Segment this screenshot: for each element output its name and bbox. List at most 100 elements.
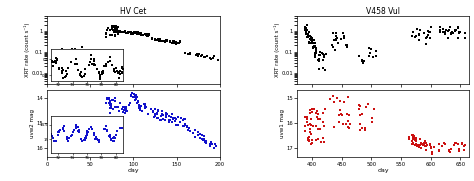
- Point: [415, 145, 423, 148]
- Point: [329, 94, 337, 97]
- Point: [336, 99, 344, 102]
- Point: [176, 121, 183, 124]
- Point: [129, 32, 137, 35]
- Point: [306, 111, 314, 114]
- Point: [306, 123, 314, 126]
- Point: [460, 145, 468, 148]
- Point: [135, 104, 143, 107]
- Point: [107, 104, 114, 107]
- Point: [160, 39, 167, 42]
- Point: [323, 53, 330, 56]
- Point: [362, 105, 369, 108]
- Point: [355, 55, 363, 58]
- Point: [114, 32, 121, 35]
- Point: [366, 52, 374, 54]
- Point: [342, 123, 350, 125]
- Point: [314, 113, 321, 116]
- Point: [356, 103, 363, 106]
- Point: [124, 32, 132, 35]
- Point: [207, 144, 214, 147]
- Point: [333, 96, 340, 99]
- Point: [316, 128, 323, 131]
- Point: [358, 126, 366, 129]
- Point: [179, 119, 187, 122]
- Point: [199, 53, 206, 56]
- Point: [142, 32, 150, 35]
- Point: [358, 60, 366, 63]
- Point: [156, 118, 164, 121]
- Point: [330, 101, 338, 104]
- Point: [420, 141, 428, 144]
- Point: [186, 126, 193, 129]
- Point: [311, 55, 319, 58]
- Point: [112, 29, 119, 31]
- Point: [303, 28, 311, 31]
- Point: [119, 30, 127, 33]
- Point: [125, 30, 132, 33]
- Point: [112, 24, 119, 27]
- Point: [331, 49, 338, 52]
- Point: [443, 28, 450, 31]
- Point: [301, 116, 309, 119]
- Point: [310, 45, 318, 48]
- Point: [134, 101, 142, 104]
- Point: [365, 47, 373, 50]
- Point: [315, 60, 322, 63]
- Point: [131, 98, 139, 101]
- Point: [80, 121, 87, 124]
- Point: [135, 104, 143, 106]
- Point: [306, 38, 313, 41]
- Point: [165, 119, 173, 122]
- Point: [304, 139, 311, 142]
- Point: [176, 41, 183, 43]
- Point: [206, 57, 214, 60]
- Point: [444, 36, 452, 39]
- Point: [340, 36, 348, 39]
- Point: [168, 41, 176, 44]
- Point: [436, 150, 443, 153]
- Point: [358, 59, 365, 62]
- Point: [436, 29, 443, 31]
- Point: [112, 106, 120, 109]
- Point: [337, 37, 345, 40]
- Point: [314, 128, 322, 131]
- Point: [129, 32, 137, 35]
- Point: [455, 31, 462, 34]
- Point: [445, 150, 452, 152]
- Point: [316, 54, 323, 57]
- Point: [103, 96, 111, 99]
- Point: [313, 110, 320, 113]
- Point: [197, 136, 204, 139]
- Point: [416, 39, 423, 41]
- Point: [144, 34, 151, 37]
- Y-axis label: XRT rate (count s⁻¹): XRT rate (count s⁻¹): [274, 23, 280, 77]
- Point: [130, 31, 137, 34]
- Point: [427, 143, 434, 146]
- Point: [142, 34, 149, 37]
- Point: [130, 31, 138, 34]
- Point: [128, 93, 135, 96]
- Point: [208, 142, 216, 145]
- Point: [409, 142, 417, 145]
- Point: [302, 30, 310, 33]
- Point: [121, 30, 129, 33]
- Point: [451, 28, 459, 31]
- Point: [129, 95, 137, 98]
- Point: [320, 140, 328, 143]
- Point: [446, 26, 454, 29]
- Point: [168, 120, 176, 123]
- Point: [435, 143, 443, 146]
- Point: [444, 29, 451, 32]
- Point: [108, 27, 116, 30]
- Point: [174, 116, 182, 119]
- Point: [106, 106, 114, 109]
- Point: [436, 31, 444, 34]
- Point: [133, 94, 140, 97]
- Point: [147, 107, 155, 110]
- Point: [212, 145, 219, 148]
- Point: [415, 144, 423, 147]
- Point: [420, 142, 428, 145]
- Point: [437, 26, 444, 29]
- Point: [153, 113, 161, 116]
- Point: [189, 132, 197, 134]
